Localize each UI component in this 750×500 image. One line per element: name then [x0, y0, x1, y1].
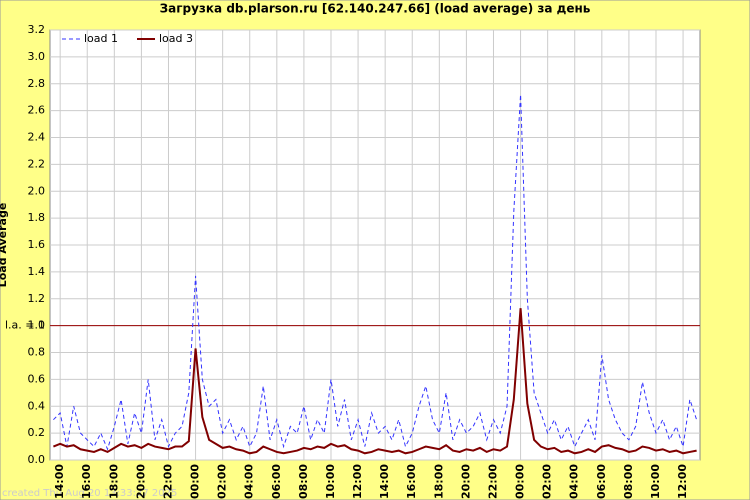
legend-label: load 1 [84, 32, 118, 45]
y-tick-label: 1.2 [28, 292, 46, 305]
x-tick-label: 20:00 [459, 464, 472, 499]
x-tick-label: 02:00 [216, 464, 229, 499]
x-tick-label: 18:00 [432, 464, 445, 499]
y-tick-label: 3.0 [28, 50, 46, 63]
y-tick-label: 3.2 [28, 23, 46, 36]
x-tick-label: 16:00 [80, 464, 93, 499]
y-tick-label: 1.4 [28, 265, 46, 278]
y-tick-label: 2.4 [28, 131, 46, 144]
chart-title: Загрузка db.plarson.ru [62.140.247.66] (… [160, 2, 591, 16]
x-tick-label: 20:00 [134, 464, 147, 499]
reference-label: l.a. = 1 [5, 319, 45, 332]
y-tick-label: 2.0 [28, 184, 46, 197]
footer: created Thu Aug 20 13:33:27 2025 [2, 488, 177, 499]
x-tick-label: 06:00 [270, 464, 283, 499]
x-tick-label: 16:00 [405, 464, 418, 499]
x-tick-label: 08:00 [297, 464, 310, 499]
x-tick-label: 02:00 [541, 464, 554, 499]
x-tick-label: 18:00 [107, 464, 120, 499]
x-tick-label: 10:00 [324, 464, 337, 499]
x-tick-label: 04:00 [243, 464, 256, 499]
y-tick-label: 2.2 [28, 157, 46, 170]
x-tick-label: 08:00 [622, 464, 635, 499]
x-tick-label: 12:00 [676, 464, 689, 499]
x-tick-label: 06:00 [595, 464, 608, 499]
y-tick-label: 2.6 [28, 104, 46, 117]
y-tick-label: 1.0 [28, 319, 46, 332]
x-tick-label: 10:00 [649, 464, 662, 499]
x-tick-label: 00:00 [189, 464, 202, 499]
y-axis-label: Load Average [0, 203, 9, 288]
x-tick-label: 14:00 [53, 464, 66, 499]
series-line [53, 308, 697, 455]
y-tick-label: 0.2 [28, 426, 46, 439]
x-tick-label: 00:00 [514, 464, 527, 499]
y-tick-label: 0.8 [28, 346, 46, 359]
x-tick-label: 22:00 [161, 464, 174, 499]
y-tick-label: 0.6 [28, 372, 46, 385]
y-tick-label: 2.8 [28, 77, 46, 90]
y-tick-label: 0.0 [28, 453, 46, 466]
x-tick-label: 14:00 [378, 464, 391, 499]
y-tick-label: 1.6 [28, 238, 46, 251]
x-tick-label: 12:00 [351, 464, 364, 499]
legend-label: load 3 [159, 32, 193, 45]
y-tick-label: 1.8 [28, 211, 46, 224]
x-tick-label: 22:00 [486, 464, 499, 499]
x-tick-label: 04:00 [568, 464, 581, 499]
y-tick-label: 0.4 [28, 399, 46, 412]
